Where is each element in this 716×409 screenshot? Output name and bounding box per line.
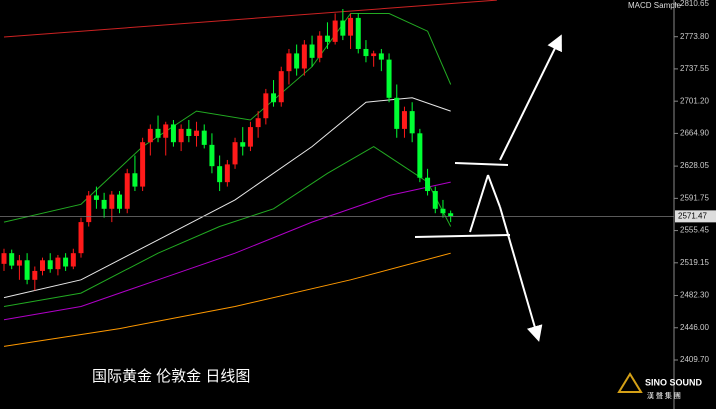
candle-body	[40, 260, 46, 271]
candle-body	[301, 44, 307, 69]
candle-body	[255, 118, 261, 128]
candle-body	[101, 199, 107, 209]
candle-body	[55, 257, 61, 270]
y-tick-label: 2446.00	[680, 323, 709, 332]
candle-body	[224, 164, 230, 183]
candle-body	[286, 53, 292, 72]
candle-body	[47, 260, 53, 270]
candle-body	[186, 128, 192, 136]
candle-body	[240, 142, 246, 147]
candle-body	[170, 124, 176, 143]
y-tick-label: 2773.80	[680, 32, 709, 41]
candle-body	[324, 35, 330, 42]
candle-body	[317, 35, 323, 58]
indicator-line	[3, 97, 451, 299]
y-tick-label: 2482.30	[680, 291, 709, 300]
candle-body	[78, 222, 84, 254]
candle-body	[394, 97, 400, 129]
candle-body	[109, 194, 115, 209]
candle-body	[271, 93, 277, 103]
indicator-line	[3, 252, 451, 347]
candle-body	[294, 53, 300, 69]
candle-body	[340, 20, 346, 36]
candle-body	[425, 177, 431, 192]
y-tick-label: 2737.55	[680, 64, 709, 73]
candle-body	[147, 128, 153, 143]
y-tick-label: 2519.15	[680, 258, 709, 267]
candle-body	[178, 128, 184, 143]
y-tick-label: 2664.90	[680, 129, 709, 138]
candle-body	[93, 195, 99, 200]
candle-body	[348, 17, 354, 36]
candle-body	[9, 253, 15, 266]
candle-body	[16, 260, 22, 266]
y-tick-label: 2701.20	[680, 96, 709, 105]
candle-body	[24, 260, 30, 280]
candle-body	[140, 142, 146, 187]
candle-body	[278, 71, 284, 103]
annotation: 国际黄金 伦敦金 日线图	[92, 368, 250, 385]
candle-body	[448, 213, 454, 217]
candle-body	[232, 142, 238, 165]
indicator-line	[3, 0, 497, 38]
candle-body	[32, 270, 38, 280]
indicator-line	[3, 181, 451, 321]
candle-body	[1, 253, 7, 264]
chart-title: MACD Sample	[628, 1, 681, 10]
candle-body	[117, 194, 123, 209]
watermark: SINO SOUND	[645, 377, 703, 387]
candle-body	[409, 111, 415, 134]
candle-body	[378, 53, 384, 60]
candle-body	[371, 53, 377, 57]
candle-body	[132, 173, 138, 187]
candle-body	[209, 144, 215, 167]
candle-body	[440, 208, 446, 214]
last-price-label: 2571.47	[678, 211, 707, 220]
candle-body	[194, 130, 200, 136]
candle-body	[263, 93, 269, 119]
candle-body	[70, 253, 76, 267]
watermark-subtitle: 漢 聲 集 團	[647, 391, 681, 400]
indicator-line	[3, 13, 452, 223]
indicator-line	[3, 146, 452, 307]
candle-body	[124, 173, 130, 209]
candle-body	[332, 20, 338, 42]
forecast-arrows	[414, 34, 562, 342]
candle-body	[363, 48, 369, 57]
candle-body	[417, 133, 423, 178]
y-tick-label: 2409.70	[680, 355, 709, 364]
candle-body	[86, 195, 92, 223]
candle-body	[401, 111, 407, 129]
y-tick-label: 2591.75	[680, 193, 709, 202]
y-tick-label: 2810.65	[680, 0, 709, 8]
candle-body	[309, 44, 315, 58]
candle-body	[63, 257, 69, 267]
candle-body	[355, 17, 361, 49]
y-tick-label: 2628.05	[680, 161, 709, 170]
candle-body	[217, 166, 223, 183]
candle-body	[163, 124, 169, 138]
plot: 2810.65 2773.80 2737.55 2701.20 2664.90 2628.…	[0, 0, 716, 364]
candle-body	[155, 128, 161, 138]
logo: SINO SOUND 漢 聲 集 團	[617, 372, 703, 400]
y-tick-label: 2555.45	[680, 226, 709, 235]
candle-body	[386, 59, 392, 98]
last-price-box	[675, 210, 716, 223]
candle-body	[201, 130, 207, 145]
candle-body	[432, 191, 438, 209]
candle-body	[247, 127, 253, 147]
